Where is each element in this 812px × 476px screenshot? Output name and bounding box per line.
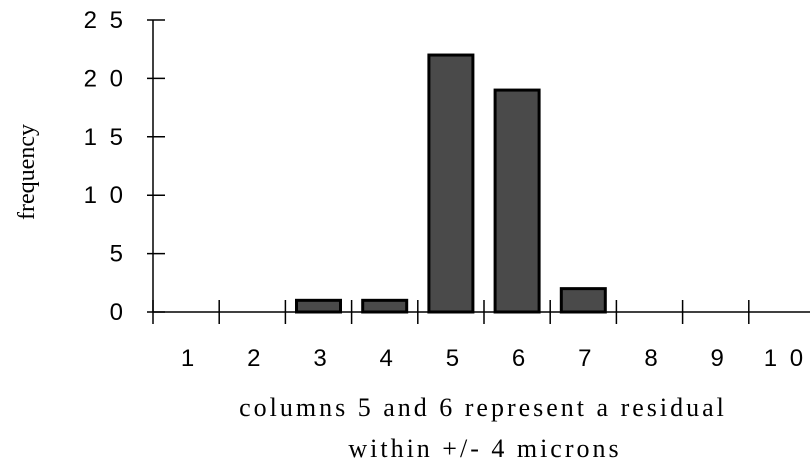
x-tick-label: 6 bbox=[512, 345, 528, 372]
y-tick-label: 2 5 bbox=[84, 7, 126, 34]
bars bbox=[295, 53, 607, 314]
x-axis-label-line-1: columns 5 and 6 represent a residual bbox=[239, 393, 727, 422]
bar-5 bbox=[427, 53, 475, 314]
x-tick-label: 9 bbox=[711, 345, 727, 372]
x-tick-label: 1 bbox=[181, 345, 197, 372]
x-tick-label: 3 bbox=[313, 345, 329, 372]
y-tick-label: 1 0 bbox=[84, 182, 126, 209]
bar-6 bbox=[493, 88, 541, 314]
x-axis: 1 2 3 4 5 6 7 8 9 1 0 bbox=[152, 300, 810, 372]
x-tick-label: 4 bbox=[380, 345, 396, 372]
y-axis: 0 5 1 0 1 5 2 0 2 5 bbox=[84, 7, 165, 326]
bar-4 bbox=[361, 298, 409, 314]
y-tick-label: 0 bbox=[110, 299, 126, 326]
x-axis-label-line-2: within +/- 4 microns bbox=[348, 434, 621, 463]
bar-7 bbox=[559, 287, 607, 314]
bar-3 bbox=[295, 298, 342, 314]
y-axis-label: frequency bbox=[14, 124, 40, 220]
y-tick-label: 2 0 bbox=[84, 65, 126, 92]
x-tick-label: 7 bbox=[578, 345, 594, 372]
y-tick-label: 5 bbox=[110, 241, 126, 268]
x-tick-label: 1 0 bbox=[764, 345, 806, 372]
y-tick-label: 1 5 bbox=[84, 124, 126, 151]
x-tick-label: 8 bbox=[644, 345, 660, 372]
x-tick-label: 2 bbox=[247, 345, 263, 372]
x-tick-label: 5 bbox=[446, 345, 462, 372]
